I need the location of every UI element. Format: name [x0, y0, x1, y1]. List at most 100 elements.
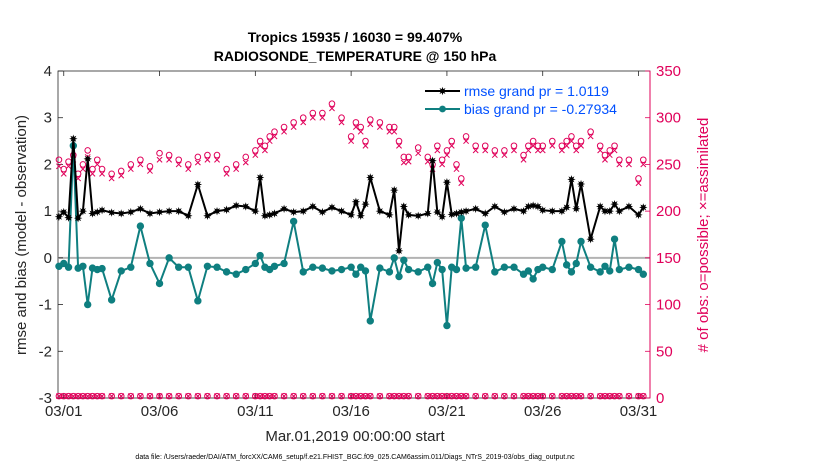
obs-assimilated-point — [424, 393, 431, 400]
obs-possible-point — [156, 392, 163, 400]
obs-assimilated-point-stroke — [463, 138, 470, 145]
chart-title: Tropics 15935 / 16030 = 99.407% — [248, 29, 463, 45]
obs-assimilated-point — [525, 393, 532, 400]
obs-assimilated-point — [534, 147, 541, 154]
bias-point — [481, 221, 489, 229]
obs-assimilated-point — [257, 393, 264, 400]
obs-possible-point — [347, 392, 355, 400]
bias-point — [428, 279, 437, 288]
obs-possible-point — [98, 165, 106, 173]
bias-point — [452, 265, 461, 274]
obs-possible-point — [261, 392, 269, 400]
obs-possible-point — [606, 147, 614, 154]
obs-assimilated-point-stroke — [415, 393, 422, 400]
obs-possible-point — [299, 114, 307, 122]
obs-assimilated-point-stroke — [194, 159, 201, 166]
obs-possible-point — [79, 161, 87, 168]
rmse-point — [471, 204, 480, 214]
legend-bias-label: bias grand pr = -0.27934 — [464, 101, 617, 117]
bias-point — [79, 262, 87, 270]
obs-assimilated-point-stroke — [616, 161, 623, 168]
obs-assimilated-point-stroke — [606, 393, 613, 400]
obs-assimilated-point-stroke — [448, 142, 455, 149]
obs-assimilated-point-stroke — [204, 393, 211, 400]
bias-point — [577, 237, 585, 246]
obs-assimilated-point — [56, 393, 62, 400]
obs-assimilated-point-stroke — [573, 147, 580, 154]
obs-possible-point — [448, 392, 456, 400]
obs-assimilated-point — [233, 166, 240, 173]
obs-assimilated-point-stroke — [491, 152, 498, 159]
obs-assimilated-point-stroke — [549, 142, 556, 149]
obs-assimilated-point — [329, 105, 335, 112]
rmse-point — [500, 207, 509, 217]
bias-point — [424, 263, 432, 271]
rmse-point — [428, 156, 437, 165]
obs-assimilated-point-stroke — [443, 152, 450, 159]
obs-assimilated-point-stroke — [223, 170, 230, 177]
obs-possible-point — [572, 392, 580, 400]
obs-assimilated-point — [616, 393, 623, 400]
bias-point — [222, 268, 231, 276]
obs-assimilated-point — [65, 163, 72, 170]
obs-possible-point — [601, 392, 609, 400]
obs-assimilated-point — [606, 393, 613, 400]
obs-possible-point — [606, 392, 614, 400]
obs-possible-point — [635, 175, 642, 182]
obs-assimilated-point-stroke — [290, 124, 297, 131]
obs-assimilated-point — [367, 393, 374, 400]
obs-possible-point — [414, 144, 422, 151]
bias-point — [433, 258, 442, 267]
obs-assimilated-point — [242, 159, 249, 166]
obs-assimilated-point — [424, 158, 431, 165]
obs-assimilated-point-stroke — [530, 393, 537, 400]
rmse-point — [639, 203, 648, 212]
obs-possible-point — [165, 151, 173, 159]
obs-possible-point — [223, 392, 230, 400]
obs-assimilated-point — [156, 156, 163, 163]
y2-tick-label: 350 — [656, 63, 681, 80]
bias-point — [289, 217, 298, 226]
obs-assimilated-point-stroke — [429, 393, 436, 400]
rmse-point — [164, 206, 174, 216]
rmse-point — [193, 180, 203, 189]
obs-possible-point — [299, 392, 307, 400]
bias-point — [213, 263, 221, 271]
obs-assimilated-point-stroke — [472, 147, 479, 154]
obs-possible-point — [204, 392, 211, 400]
bias-point — [64, 263, 73, 271]
obs-assimilated-point — [611, 393, 618, 400]
obs-assimilated-point-stroke — [223, 393, 230, 400]
obs-possible-point — [175, 156, 182, 164]
obs-possible-point — [137, 392, 144, 400]
bias-point — [270, 262, 279, 270]
obs-assimilated-point-stroke — [578, 142, 584, 149]
obs-possible-point — [457, 392, 465, 400]
obs-assimilated-point-stroke — [415, 150, 422, 157]
obs-possible-point — [194, 153, 202, 161]
obs-assimilated-point — [352, 393, 359, 400]
obs-assimilated-point — [252, 152, 259, 159]
obs-possible-point — [280, 123, 288, 131]
obs-assimilated-point — [65, 393, 72, 400]
obs-possible-point — [84, 147, 91, 154]
bias-point — [184, 263, 192, 271]
obs-possible-point — [165, 392, 173, 400]
obs-possible-point — [256, 137, 264, 145]
obs-possible-point — [568, 133, 575, 140]
obs-assimilated-point — [99, 170, 106, 177]
obs-assimilated-point-stroke — [549, 393, 556, 400]
obs-possible-point — [70, 392, 77, 400]
obs-assimilated-point — [429, 393, 436, 400]
obs-assimilated-point-stroke — [60, 170, 67, 177]
obs-assimilated-point — [602, 156, 608, 163]
rmse-point — [231, 201, 241, 210]
bias-point — [529, 275, 537, 283]
obs-possible-point — [457, 175, 465, 182]
bias-point — [98, 264, 106, 273]
obs-assimilated-point-stroke — [329, 393, 335, 400]
obs-possible-point — [443, 392, 451, 400]
bias-point — [558, 237, 566, 246]
rmse-point — [509, 204, 519, 214]
bias-point — [318, 264, 327, 272]
